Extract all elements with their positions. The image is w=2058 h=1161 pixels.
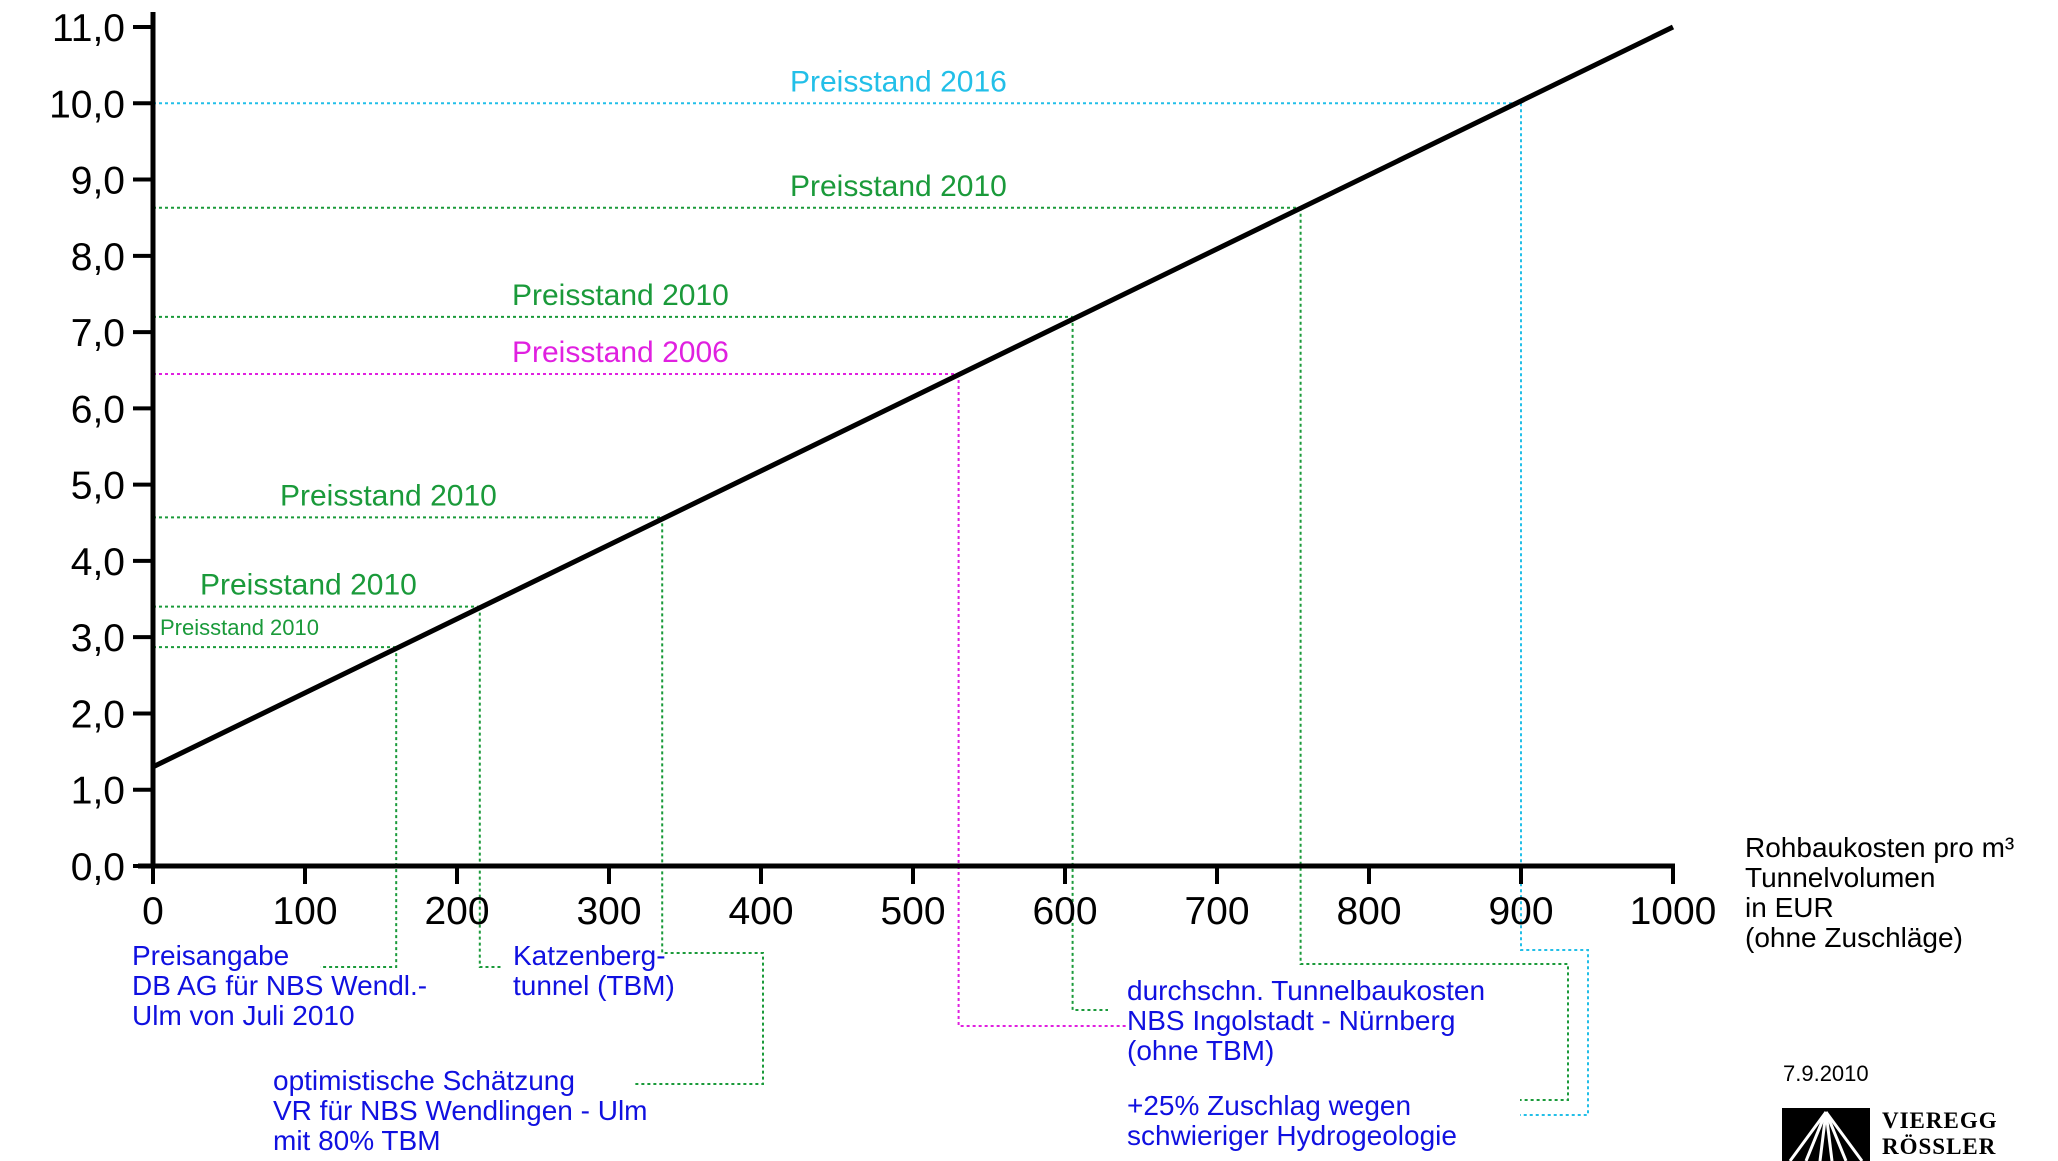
x-tick-label: 800	[1336, 890, 1401, 933]
y-tick-label: 11,0	[52, 7, 125, 50]
x-tick-label: 100	[272, 890, 337, 933]
x-tick-label: 500	[880, 890, 945, 933]
note-text: +25% Zuschlag wegen	[1127, 1090, 1411, 1121]
guide-lines	[153, 102, 1589, 1116]
guide-connector	[1520, 103, 1589, 1116]
level-label: Preisstand 2006	[512, 336, 729, 369]
date-stamp: 7.9.2010	[1783, 1061, 1869, 1086]
y-tick-label: 9,0	[71, 160, 125, 203]
note-text: tunnel (TBM)	[513, 970, 675, 1001]
note-text: NBS Ingolstadt - Nürnberg	[1127, 1005, 1455, 1036]
y-tick-label: 7,0	[71, 312, 125, 355]
x-axis-label-line: (ohne Zuschläge)	[1745, 922, 1963, 953]
note-text: DB AG für NBS Wendl.-	[132, 970, 427, 1001]
x-axis-label: Rohbaukosten pro m³ Tunnelvolumen in EUR…	[1745, 833, 2014, 953]
level-label: Preisstand 2010	[790, 170, 1007, 203]
logo-line-2: RÖSSLER	[1882, 1134, 1997, 1159]
tick-labels: 0,0 1,0 2,0 3,0 4,0 5,0 6,0 7,0 8,0 9,0 10,0 11,0 0 1…	[49, 7, 1716, 933]
x-tick-label: 300	[576, 890, 641, 933]
y-tick-label: 0,0	[71, 846, 125, 889]
guide-connector	[633, 517, 764, 1085]
level-label: Preisstand 2010	[200, 569, 417, 602]
y-tick-label: 5,0	[71, 465, 125, 508]
y-tick-label: 2,0	[71, 693, 125, 736]
series	[151, 24, 1675, 770]
guide-connector	[478, 606, 502, 968]
guide-connector	[320, 647, 398, 968]
level-label: Preisstand 2016	[790, 65, 1007, 98]
x-axis-label-line: Rohbaukosten pro m³	[1745, 832, 2015, 863]
x-tick-label: 0	[142, 890, 164, 933]
guide-connector	[1071, 316, 1108, 1011]
note-text: Ulm von Juli 2010	[132, 1000, 355, 1031]
y-tick-label: 4,0	[71, 541, 125, 584]
note-text: optimistische Schätzung	[273, 1065, 575, 1096]
cost-line	[151, 24, 1675, 770]
y-tick-label: 3,0	[71, 617, 125, 660]
x-tick-label: 1000	[1630, 890, 1717, 933]
x-tick-label: 700	[1184, 890, 1249, 933]
logo-mark-icon	[1782, 1108, 1870, 1161]
level-label: Preisstand 2010	[160, 615, 319, 640]
guide-connector	[957, 374, 1127, 1027]
note-text: schwieriger Hydrogeologie	[1127, 1120, 1457, 1151]
axes	[138, 12, 1675, 869]
note-text: Preisangabe	[132, 940, 289, 971]
x-tick-label: 900	[1488, 890, 1553, 933]
note-text: (ohne TBM)	[1127, 1035, 1274, 1066]
x-tick-label: 600	[1032, 890, 1097, 933]
y-tick-label: 1,0	[71, 770, 125, 813]
x-axis-label-line: in EUR	[1745, 892, 1834, 923]
note-text: durchschn. Tunnelbaukosten	[1127, 975, 1485, 1006]
company-logo: VIEREGG RÖSSLER	[1782, 1108, 2017, 1161]
logo-text: VIEREGG RÖSSLER	[1882, 1108, 1998, 1160]
x-axis-label-line: Tunnelvolumen	[1745, 862, 1936, 893]
guide-connector	[1299, 207, 1569, 1101]
level-label: Preisstand 2010	[512, 279, 729, 312]
x-tick-label: 400	[728, 890, 793, 933]
note-text: mit 80% TBM	[273, 1125, 441, 1156]
y-tick-label: 6,0	[71, 388, 125, 431]
logo-line-1: VIEREGG	[1882, 1108, 1998, 1133]
y-tick-label: 8,0	[71, 236, 125, 279]
level-label: Preisstand 2010	[280, 479, 497, 512]
y-tick-label: 10,0	[49, 83, 125, 126]
x-tick-label: 200	[424, 890, 489, 933]
note-text: Katzenberg-	[513, 940, 666, 971]
note-text: VR für NBS Wendlingen - Ulm	[273, 1095, 648, 1126]
